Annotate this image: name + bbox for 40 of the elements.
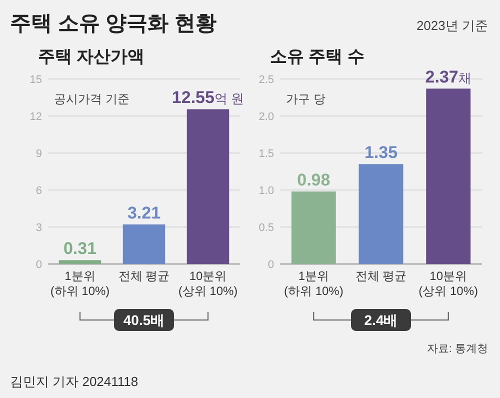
text: 김민지 기자 20241118 — [10, 374, 138, 389]
y-tick-label: 1.5 — [258, 148, 274, 160]
y-tick-label: 1.0 — [258, 185, 274, 197]
y-tick-label: 0 — [36, 259, 42, 271]
text: 40.5배 — [123, 312, 165, 328]
x-tick-label: 1분위 (하위 10%) — [284, 269, 344, 298]
text: 2.4배 — [364, 312, 398, 328]
x-tick-label: 1분위 (하위 10%) — [50, 269, 110, 298]
data-label: 1.35 — [364, 143, 398, 162]
bar — [358, 164, 404, 264]
y-tick-label: 0.5 — [258, 222, 274, 234]
x-tick-label: 10분위 (상위 10%) — [178, 269, 238, 298]
y-tick-label: 0 — [268, 259, 274, 271]
data-label: 3.21 — [127, 203, 161, 222]
data-label: 12.55억 원 — [172, 88, 244, 108]
y-tick-label: 12 — [30, 111, 42, 123]
data-label: 0.98 — [297, 170, 330, 190]
y-tick-label: 3 — [36, 222, 42, 234]
y-tick-label: 15 — [30, 74, 42, 86]
bar — [291, 191, 336, 264]
x-tick-label: 전체 평균 — [118, 269, 170, 283]
text: 2023년 기준 — [416, 18, 488, 33]
chart-title: 주택 자산가액 — [38, 47, 145, 66]
bar — [58, 260, 102, 264]
y-tick-label: 6 — [36, 185, 42, 197]
text: 자료: 통계청 — [426, 343, 488, 355]
x-tick-label: 10분위 (상위 10%) — [418, 269, 478, 298]
y-tick-label: 2.0 — [258, 111, 274, 123]
text: 주택 소유 양극화 현황 — [10, 12, 217, 35]
bar — [426, 88, 471, 264]
bar — [186, 109, 230, 264]
bar — [122, 224, 166, 264]
data-label: 0.31 — [63, 239, 97, 258]
x-tick-label: 전체 평균 — [355, 269, 407, 283]
y-tick-label: 9 — [36, 148, 42, 160]
text: 공시가격 기준 — [54, 92, 130, 106]
y-tick-label: 2.5 — [258, 74, 274, 86]
data-label: 2.37채 — [425, 68, 472, 87]
chart-title: 소유 주택 수 — [270, 47, 364, 66]
text: 가구 당 — [286, 92, 326, 106]
